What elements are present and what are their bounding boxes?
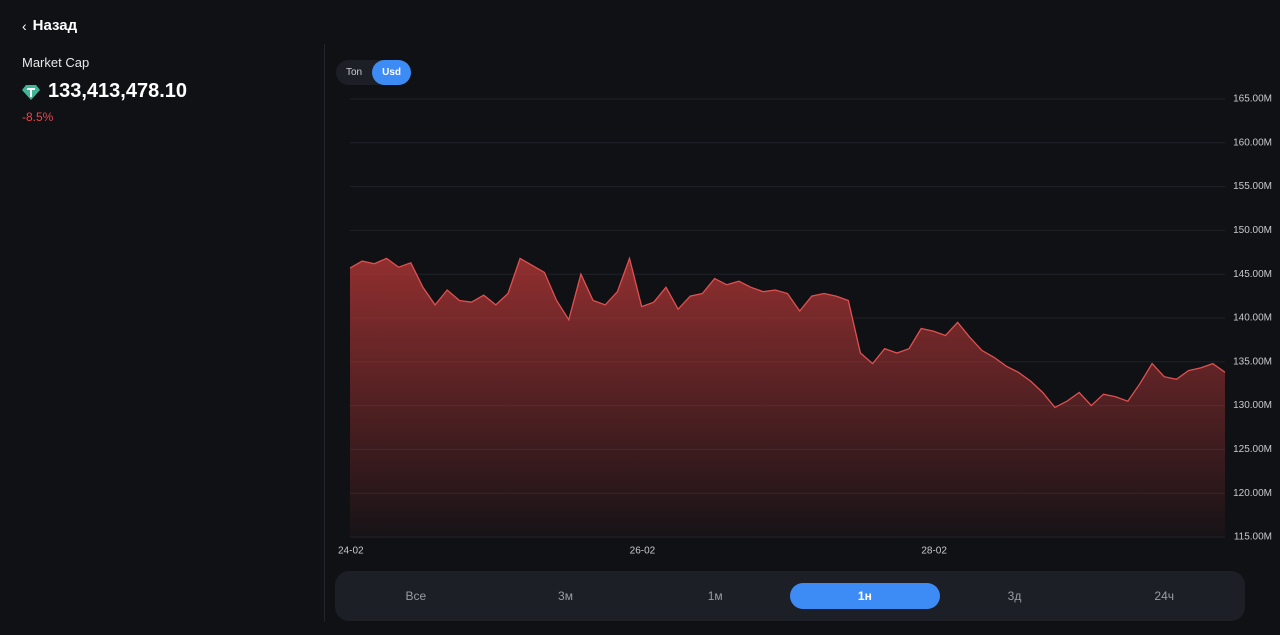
period-option[interactable]: Все xyxy=(405,589,427,603)
y-tick-label: 115.00M xyxy=(1234,532,1272,543)
y-tick-label: 120.00M xyxy=(1233,488,1272,499)
y-tick-label: 150.00M xyxy=(1233,225,1272,236)
back-label: Назад xyxy=(32,17,78,34)
period-option[interactable]: 1н xyxy=(790,583,940,609)
back-button[interactable]: ‹ Назад xyxy=(22,17,77,34)
period-option[interactable]: 3м xyxy=(558,589,573,603)
y-tick-label: 130.00M xyxy=(1233,400,1272,411)
currency-option[interactable]: Ton xyxy=(346,67,363,78)
x-tick-label: 28-02 xyxy=(921,546,947,557)
y-tick-label: 145.00M xyxy=(1233,269,1272,280)
period-option[interactable]: 1м xyxy=(707,589,723,603)
y-tick-label: 155.00M xyxy=(1233,181,1272,192)
y-tick-label: 160.00M xyxy=(1233,137,1272,148)
stat-change: -8.5% xyxy=(22,110,54,124)
x-tick-label: 26-02 xyxy=(630,546,656,557)
stat-value-row: 133,413,478.10 xyxy=(22,80,187,103)
currency-option[interactable]: Usd xyxy=(372,60,412,85)
line xyxy=(349,256,1226,409)
currency-toggle: Ton Usd xyxy=(336,60,412,85)
period-option[interactable]: 3д xyxy=(1007,589,1022,603)
area-fill xyxy=(350,258,1225,537)
stat-label: Market Cap xyxy=(22,55,90,70)
y-tick-label: 135.00M xyxy=(1233,356,1272,367)
stat-value: 133,413,478.10 xyxy=(48,80,188,102)
y-tick-label: 125.00M xyxy=(1233,444,1272,455)
divider xyxy=(324,44,325,622)
y-tick-label: 165.00M xyxy=(1233,94,1272,105)
y-tick-label: 140.00M xyxy=(1233,313,1272,324)
x-tick-label: 24-02 xyxy=(338,546,364,557)
token-icon xyxy=(22,84,40,100)
period-selector: Все 3м 1м 1н 3д 24ч xyxy=(335,571,1245,621)
chevron: ‹ xyxy=(22,17,27,34)
period-option[interactable]: 24ч xyxy=(1154,589,1174,603)
